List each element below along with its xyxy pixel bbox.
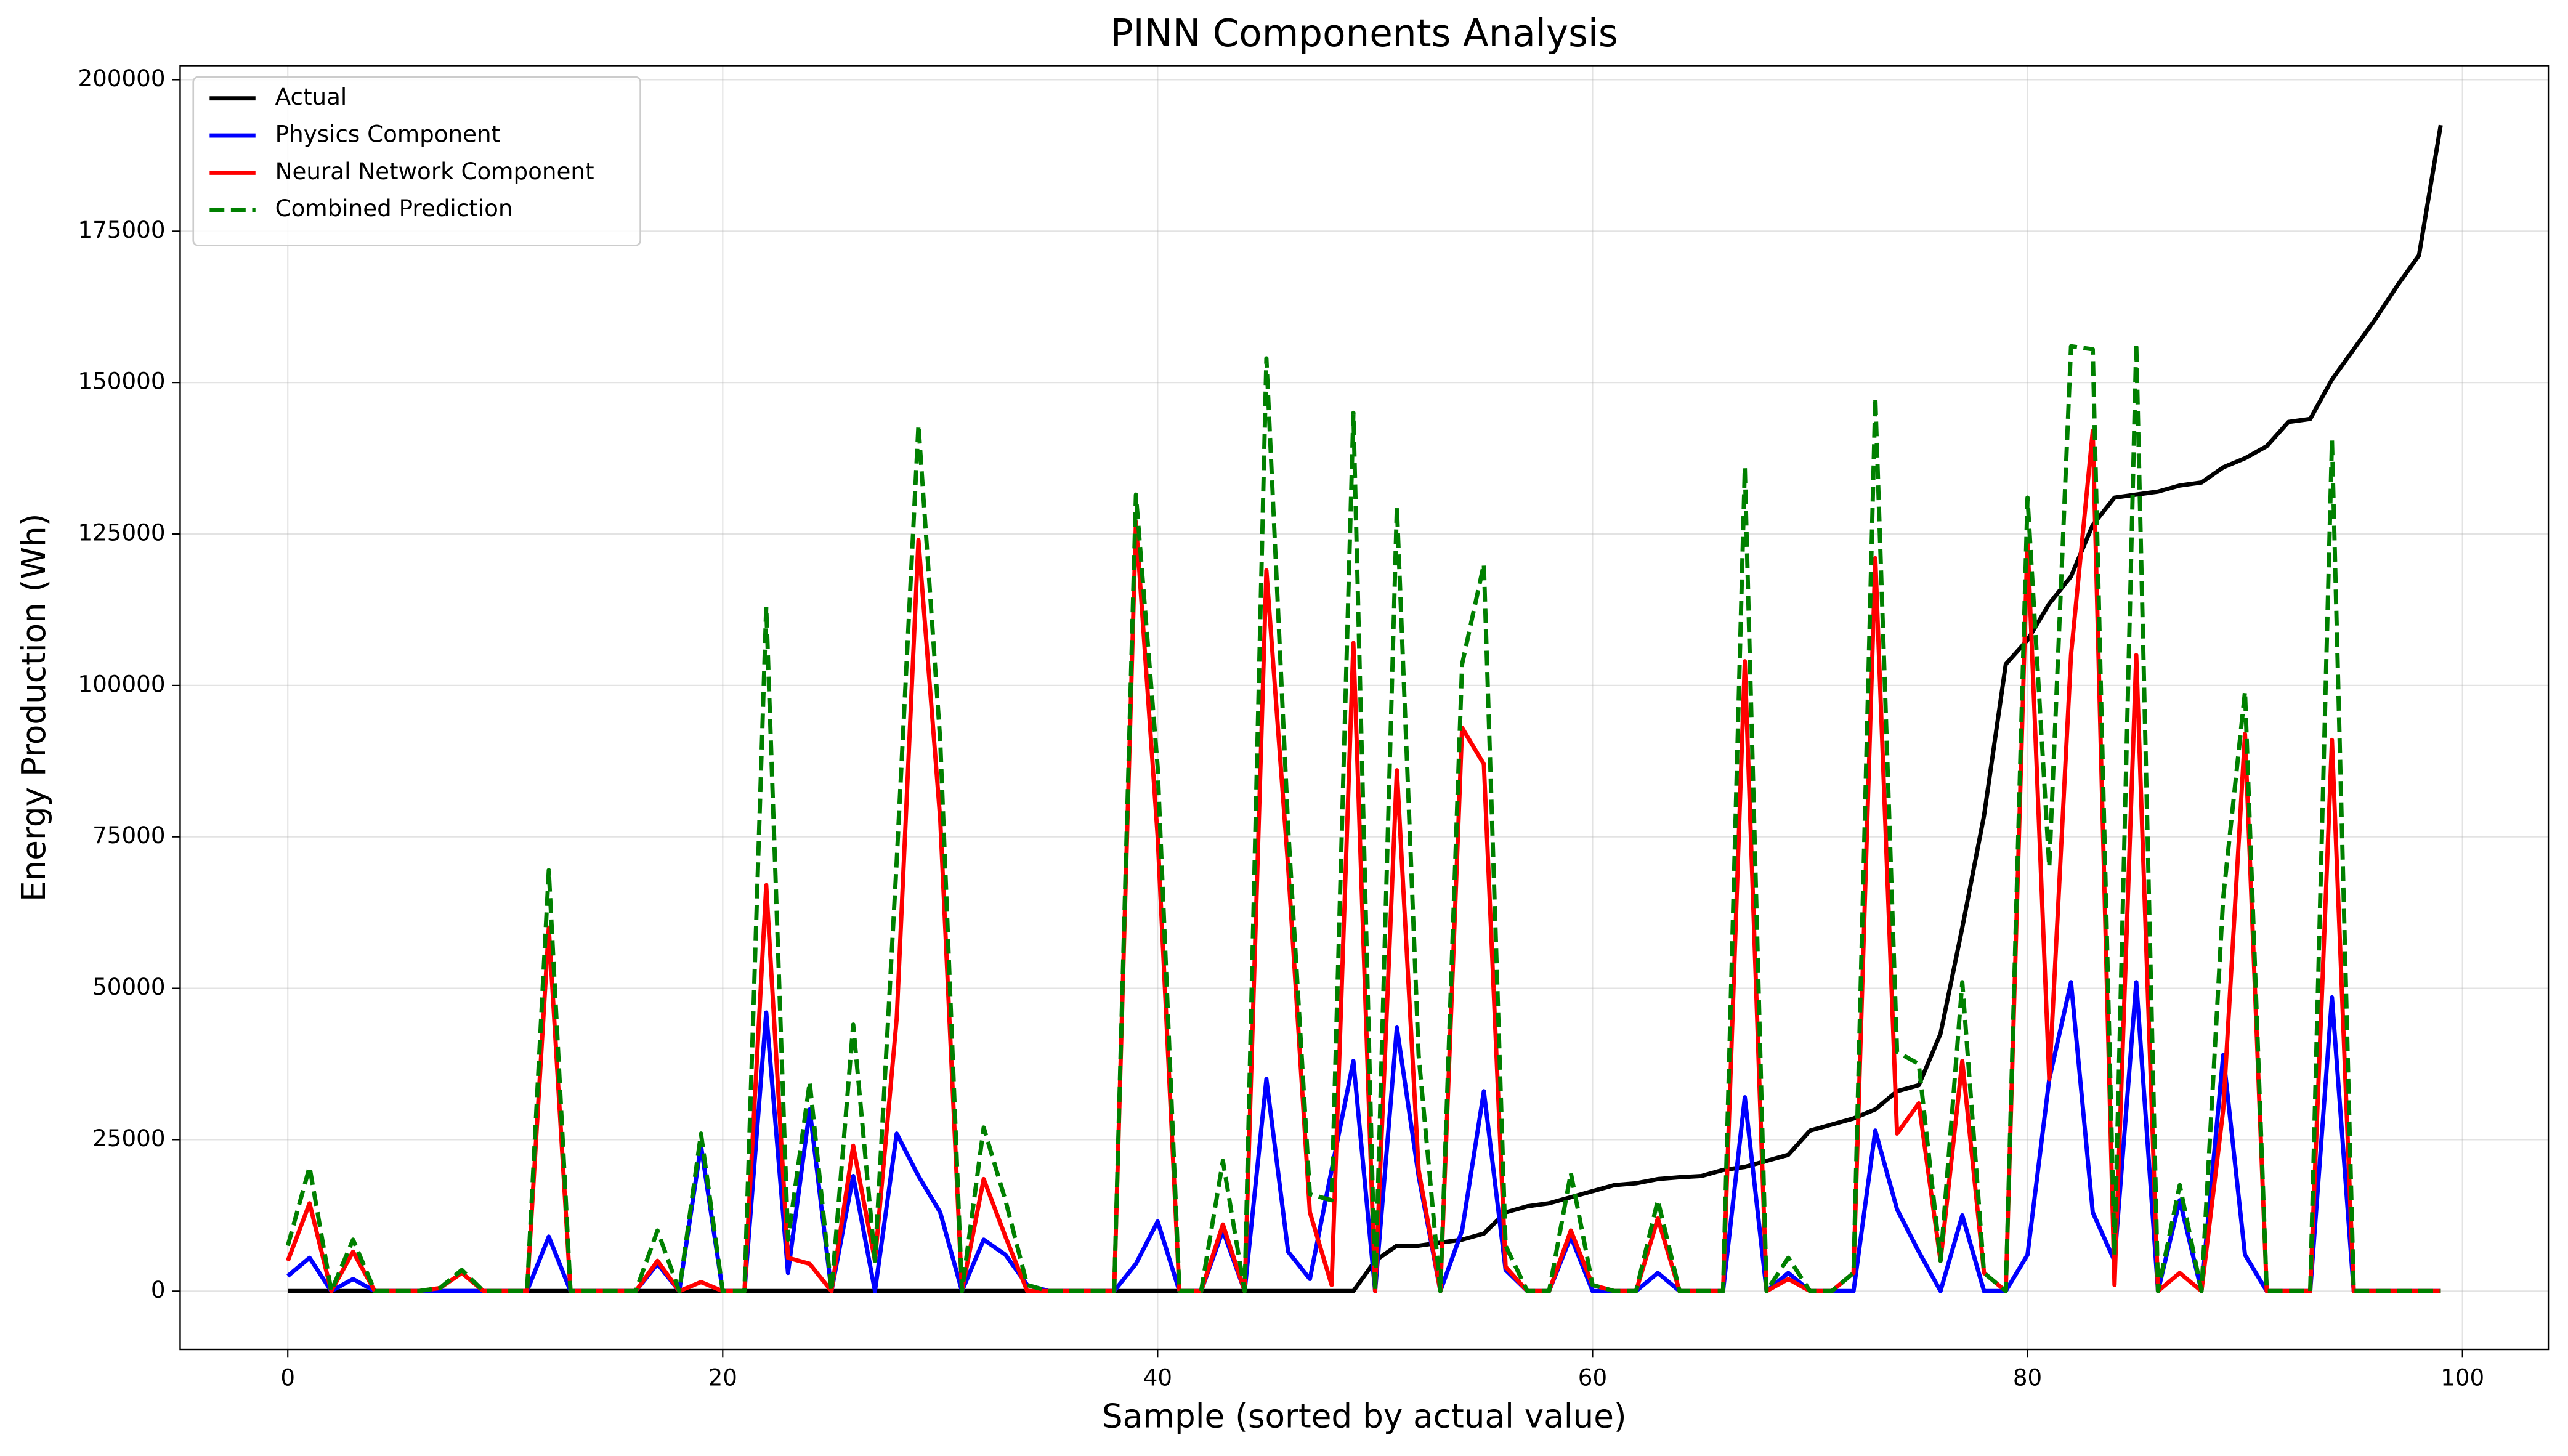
legend-box xyxy=(192,76,641,246)
y-tick-label: 150000 xyxy=(78,368,165,395)
series-line xyxy=(285,429,2441,1293)
x-axis-label: Sample (sorted by actual value) xyxy=(1102,1397,1627,1435)
chart-title: PINN Components Analysis xyxy=(1111,12,1618,55)
x-tick-label: 0 xyxy=(280,1364,295,1391)
series-line xyxy=(285,341,2441,1293)
y-tick-label: 175000 xyxy=(78,216,165,243)
y-tick-label: 25000 xyxy=(92,1125,165,1152)
y-tick-label: 75000 xyxy=(92,822,165,849)
axes: 0 20 40 60 80 100 0 25000 50000 75000 100000 125000… xyxy=(78,65,2550,1391)
y-axis-label: Energy Production (Wh) xyxy=(15,514,53,902)
legend: Actual Physics Component Neural Network Co… xyxy=(192,76,641,246)
legend-label: Actual xyxy=(275,83,347,110)
y-tick-label: 125000 xyxy=(78,519,165,546)
plot-frame xyxy=(179,65,2550,1351)
x-tick-label: 40 xyxy=(1143,1364,1172,1391)
y-tick-label: 100000 xyxy=(78,670,165,697)
x-tick-label: 20 xyxy=(708,1364,737,1391)
y-tick-label: 50000 xyxy=(92,973,165,1000)
y-tick-label: 200000 xyxy=(78,65,165,92)
y-tick-label: 0 xyxy=(151,1276,166,1303)
x-tick-label: 80 xyxy=(2013,1364,2042,1391)
plot-lines xyxy=(285,124,2443,1293)
legend-label: Neural Network Component xyxy=(275,158,594,185)
legend-label: Physics Component xyxy=(275,121,501,148)
legend-label: Combined Prediction xyxy=(275,195,513,222)
x-tick-label: 60 xyxy=(1578,1364,1607,1391)
x-tick-label: 100 xyxy=(2440,1364,2484,1391)
